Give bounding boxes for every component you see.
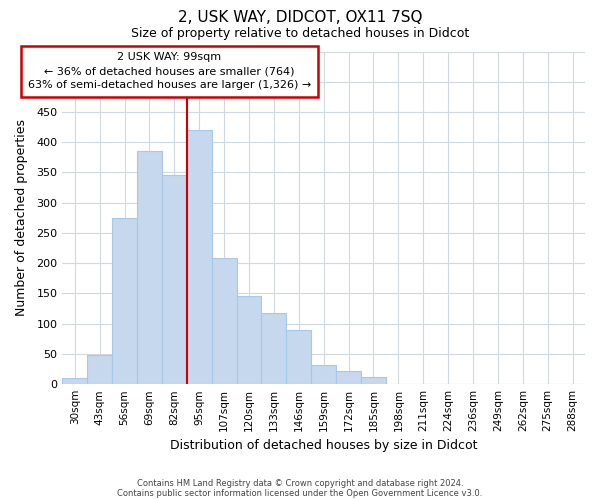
Bar (62, 378, 87, 384)
Bar (311, 366, 336, 384)
Text: Size of property relative to detached houses in Didcot: Size of property relative to detached ho… (131, 28, 469, 40)
Bar (361, 377, 386, 384)
Text: Contains HM Land Registry data © Crown copyright and database right 2024.: Contains HM Land Registry data © Crown c… (137, 478, 463, 488)
Bar (212, 258, 236, 384)
Bar (112, 218, 137, 384)
Bar (137, 152, 162, 384)
Text: Contains public sector information licensed under the Open Government Licence v3: Contains public sector information licen… (118, 488, 482, 498)
Text: 2 USK WAY: 99sqm
← 36% of detached houses are smaller (764)
63% of semi-detached: 2 USK WAY: 99sqm ← 36% of detached house… (28, 52, 311, 90)
Bar (236, 296, 262, 384)
Bar (87, 355, 112, 384)
Bar (262, 314, 286, 384)
Bar (336, 371, 361, 384)
Y-axis label: Number of detached properties: Number of detached properties (15, 120, 28, 316)
Text: 2, USK WAY, DIDCOT, OX11 7SQ: 2, USK WAY, DIDCOT, OX11 7SQ (178, 10, 422, 25)
X-axis label: Distribution of detached houses by size in Didcot: Distribution of detached houses by size … (170, 440, 478, 452)
Bar (286, 330, 311, 384)
Bar (187, 130, 212, 384)
Bar (162, 176, 187, 384)
